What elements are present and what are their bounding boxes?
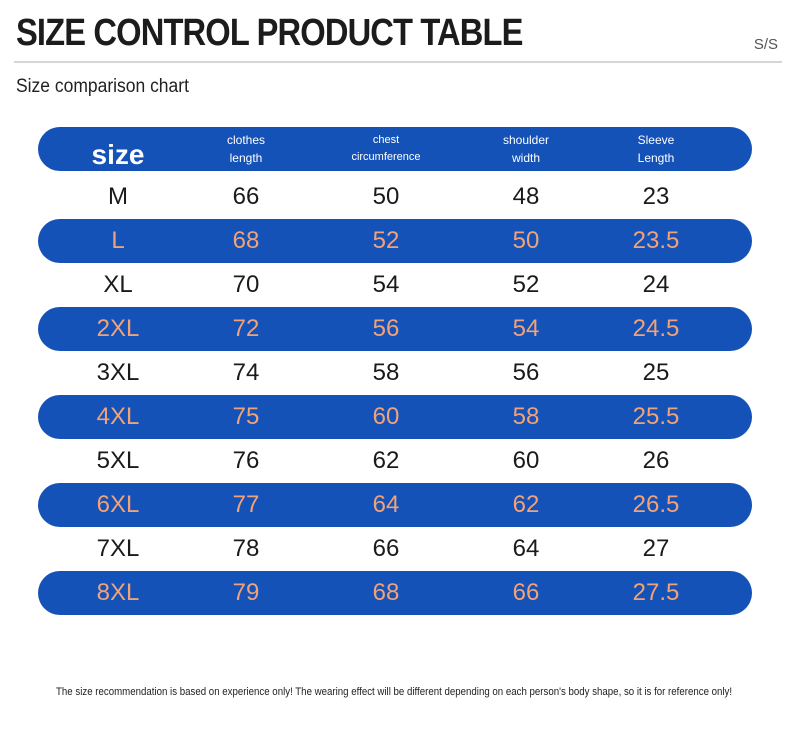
table-row: 4XL 75 60 58 25.5	[38, 395, 752, 439]
sleeve-cell: 26.5	[632, 491, 680, 518]
sleeve-cell: 26	[642, 447, 670, 474]
chest-cell: 52	[372, 227, 400, 254]
table-row: 5XL 76 62 60 26	[38, 439, 752, 483]
header-sleeve-line1: Sleeve	[637, 133, 675, 147]
chest-cell: 58	[372, 359, 400, 386]
table-row: 6XL 77 64 62 26.5	[38, 483, 752, 527]
shoulder-cell: 48	[512, 183, 540, 210]
size-cell: 3XL	[96, 359, 140, 386]
header-sleeve-line2: Length	[637, 151, 675, 165]
size-cell: 6XL	[96, 491, 140, 518]
footnote: The size recommendation is based on expe…	[56, 686, 733, 698]
clothes-length-cell: 68	[232, 227, 260, 254]
header-shoulder-line1: shoulder	[502, 133, 550, 147]
header-chest-line1: chest	[372, 134, 400, 146]
clothes-length-cell: 66	[232, 183, 260, 210]
page-title: SIZE CONTROL PRODUCT TABLE	[16, 12, 523, 54]
header-clothes-length: clothes length	[196, 127, 296, 171]
subtitle: Size comparison chart	[16, 76, 189, 97]
table-row: 2XL 72 56 54 24.5	[38, 307, 752, 351]
clothes-length-cell: 72	[232, 315, 260, 342]
shoulder-cell: 54	[512, 315, 540, 342]
shoulder-cell: 60	[512, 447, 540, 474]
shoulder-cell: 66	[512, 579, 540, 606]
header-clothes-length-line2: length	[229, 151, 263, 165]
corner-label: S/S	[753, 36, 778, 53]
clothes-length-cell: 77	[232, 491, 260, 518]
size-cell: M	[108, 183, 128, 210]
chest-cell: 60	[372, 403, 400, 430]
shoulder-cell: 58	[512, 403, 540, 430]
chest-cell: 50	[372, 183, 400, 210]
table-row: M 66 50 48 23	[38, 175, 752, 219]
table-row: L 68 52 50 23.5	[38, 219, 752, 263]
chest-cell: 62	[372, 447, 400, 474]
chest-cell: 68	[372, 579, 400, 606]
clothes-length-cell: 76	[232, 447, 260, 474]
shoulder-cell: 64	[512, 535, 540, 562]
size-cell: XL	[103, 271, 133, 298]
shoulder-cell: 52	[512, 271, 540, 298]
size-cell: 7XL	[96, 535, 140, 562]
chest-cell: 56	[372, 315, 400, 342]
clothes-length-cell: 79	[232, 579, 260, 606]
header-shoulder-width: shoulder width	[476, 127, 576, 171]
sleeve-cell: 25	[642, 359, 670, 386]
sleeve-cell: 25.5	[632, 403, 680, 430]
sleeve-cell: 23	[642, 183, 670, 210]
table-row: 8XL 79 68 66 27.5	[38, 571, 752, 615]
chest-cell: 54	[372, 271, 400, 298]
size-cell: L	[111, 227, 125, 254]
header-size: size	[91, 139, 145, 170]
shoulder-cell: 50	[512, 227, 540, 254]
clothes-length-cell: 78	[232, 535, 260, 562]
size-table: size clothes length chest circumference …	[38, 127, 752, 615]
clothes-length-cell: 75	[232, 403, 260, 430]
header-shoulder-line2: width	[511, 151, 540, 165]
header-chest-line2: circumference	[351, 151, 421, 163]
clothes-length-cell: 74	[232, 359, 260, 386]
sleeve-cell: 24	[642, 271, 670, 298]
size-cell: 8XL	[96, 579, 140, 606]
sleeve-cell: 23.5	[632, 227, 680, 254]
size-cell: 5XL	[96, 447, 140, 474]
table-header: size clothes length chest circumference …	[38, 127, 752, 171]
table-row: 3XL 74 58 56 25	[38, 351, 752, 395]
sleeve-cell: 27.5	[632, 579, 680, 606]
shoulder-cell: 62	[512, 491, 540, 518]
chest-cell: 66	[372, 535, 400, 562]
chest-cell: 64	[372, 491, 400, 518]
sleeve-cell: 24.5	[632, 315, 680, 342]
clothes-length-cell: 70	[232, 271, 260, 298]
header-sleeve-length: Sleeve Length	[606, 127, 706, 171]
table-row: XL 70 54 52 24	[38, 263, 752, 307]
shoulder-cell: 56	[512, 359, 540, 386]
table-row: 7XL 78 66 64 27	[38, 527, 752, 571]
sleeve-cell: 27	[642, 535, 670, 562]
size-cell: 2XL	[96, 315, 140, 342]
header-clothes-length-line1: clothes	[226, 133, 266, 147]
title-divider	[14, 61, 782, 63]
size-cell: 4XL	[96, 403, 140, 430]
header-chest-circumference: chest circumference	[336, 127, 436, 171]
